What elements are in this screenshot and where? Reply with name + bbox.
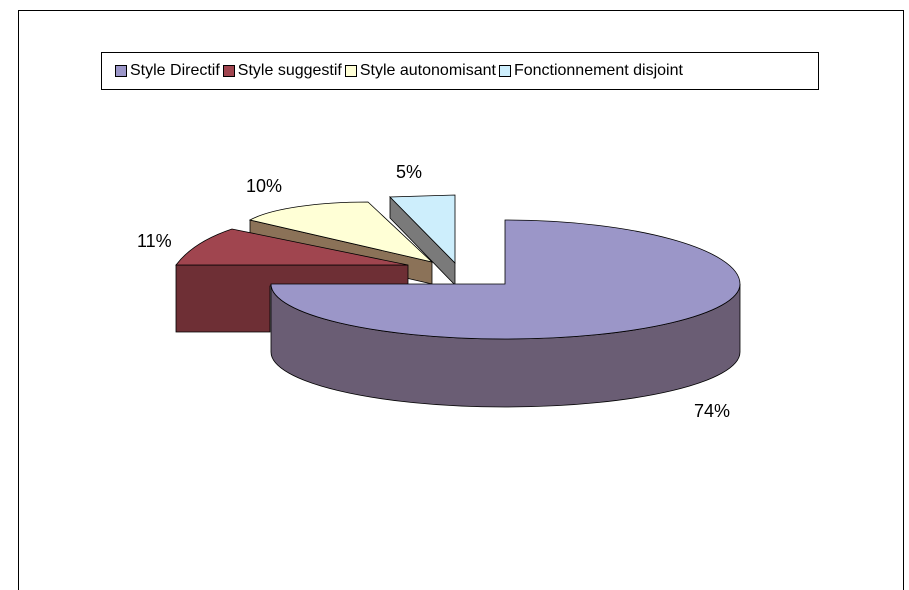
pie-slice-style-autonomisant-front [248, 201, 434, 263]
legend-item-style-autonomisant: Style autonomisant [344, 62, 496, 80]
data-label-style-autonomisant: 10% [246, 176, 282, 196]
legend-swatch-fonctionnement-disjoint [498, 65, 511, 77]
data-label-style-suggestif: 11% [137, 231, 172, 251]
legend-label-style-suggestif: Style suggestif [237, 62, 342, 79]
legend-item-style-suggestif: Style suggestif [222, 62, 342, 80]
legend-item-style-directif: Style Directif [115, 62, 220, 80]
pie-slice-fonctionnement-disjoint-front [389, 194, 456, 264]
chart-legend: Style Directif Style suggestif Style aut… [101, 52, 819, 90]
legend-swatch-style-autonomisant [344, 65, 357, 77]
legend-item-fonctionnement-disjoint: Fonctionnement disjoint [498, 62, 683, 80]
pie-slice-style-suggestif-front [175, 228, 409, 266]
pie-slice-style-directif-front [270, 219, 741, 340]
legend-label-fonctionnement-disjoint: Fonctionnement disjoint [513, 62, 683, 79]
legend-swatch-style-directif [115, 65, 127, 77]
legend-label-style-autonomisant: Style autonomisant [359, 62, 496, 79]
data-label-style-directif: 74% [694, 401, 730, 421]
legend-swatch-style-suggestif [222, 65, 235, 77]
data-label-fonctionnement-disjoint: 5% [396, 162, 422, 182]
legend-label-style-directif: Style Directif [130, 62, 220, 79]
